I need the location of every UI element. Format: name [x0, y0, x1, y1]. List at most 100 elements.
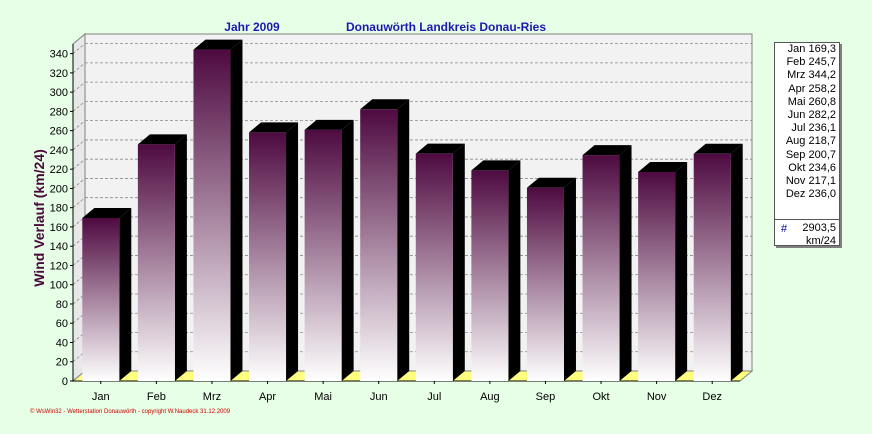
- x-tick-label: Sep: [536, 391, 556, 403]
- legend-item: Nov 217,1: [785, 174, 836, 187]
- bar-top: [526, 177, 576, 188]
- grid-line-side: [72, 62, 86, 74]
- legend-item: Okt 234,6: [788, 161, 836, 174]
- bar-side: [341, 119, 354, 382]
- footer-copyright: © WsWin32 - Wetterstation Donauwörth - c…: [30, 408, 231, 415]
- bar-front: [415, 153, 453, 381]
- bar-front: [693, 153, 731, 381]
- bar: [526, 177, 576, 381]
- y-tick-label: 140: [50, 241, 68, 253]
- x-tick-label: Feb: [147, 391, 166, 403]
- x-tick-label: Nov: [647, 391, 667, 403]
- bar-front: [193, 49, 231, 382]
- bar-side: [230, 39, 243, 382]
- bar: [693, 143, 743, 381]
- y-tick-label: 320: [50, 68, 68, 80]
- bar-top: [693, 143, 743, 154]
- chart-year-title: Jahr 2009: [224, 20, 280, 34]
- grid-line-side: [72, 178, 86, 189]
- bar-side: [730, 143, 743, 381]
- y-tick-label: 260: [50, 126, 68, 138]
- bar-front: [304, 129, 342, 381]
- bar-side: [174, 134, 187, 381]
- bar-top: [471, 160, 521, 171]
- y-tick-label: 80: [56, 299, 68, 311]
- bar: [582, 145, 632, 381]
- bar-front: [582, 155, 620, 381]
- y-axis: 0 20 40 60 80 100 120 140 160 180 200 220 240 260 280 3…: [50, 44, 740, 388]
- legend-total-unit: km/24: [806, 235, 836, 247]
- grid-line-side: [72, 216, 86, 228]
- bar-front: [638, 171, 676, 381]
- y-tick-label: 40: [56, 337, 68, 349]
- x-axis-labels: Jan Feb Mrz Apr Mai Jun Jul Aug Sep Okt Nov Dez: [92, 381, 722, 403]
- bar: [415, 143, 465, 381]
- legend-total-hash: #: [781, 223, 788, 235]
- y-tick-label: 200: [50, 183, 68, 195]
- grid-line-side: [72, 139, 86, 151]
- bar-front: [526, 187, 564, 381]
- grid-line-side: [72, 351, 86, 363]
- bar-front: [249, 132, 287, 381]
- bar-front: [137, 144, 175, 381]
- grid-line-side: [72, 197, 86, 208]
- x-tick-label: Apr: [259, 391, 276, 403]
- grid-line-side: [72, 255, 86, 266]
- chart-location-title: Donauwörth Landkreis Donau-Ries: [346, 20, 546, 34]
- bar-side: [397, 99, 410, 382]
- x-tick-label: Jul: [427, 391, 441, 403]
- legend-rows: Jan 169,3 Feb 245,7 Mrz 344,2 Apr 258,2 Mai …: [775, 43, 839, 201]
- grid-line-side: [72, 312, 86, 324]
- legend-item: Dez 236,0: [785, 188, 836, 201]
- y-tick-label: 280: [50, 106, 68, 118]
- legend-item: Mrz 344,2: [787, 69, 836, 82]
- y-tick-label: 180: [50, 203, 68, 215]
- legend-item: Mai 260,8: [787, 95, 836, 108]
- y-tick-label: 220: [50, 164, 68, 176]
- y-tick-label: 120: [50, 260, 68, 272]
- y-tick-label: 340: [50, 49, 68, 61]
- grid-line-side: [72, 158, 86, 170]
- bar-side: [119, 207, 132, 381]
- bar: [471, 160, 521, 381]
- bar-side: [286, 122, 299, 381]
- bar-side: [563, 177, 576, 381]
- legend-total-value: 2903,5: [802, 222, 836, 234]
- bar: [82, 207, 132, 381]
- y-tick-label: 160: [50, 222, 68, 234]
- x-tick-label: Mai: [314, 391, 332, 403]
- y-tick-label: 300: [50, 87, 68, 99]
- grid-line-side: [72, 293, 86, 305]
- legend-item: Feb 245,7: [786, 56, 836, 69]
- bar-top: [360, 99, 410, 110]
- grid-line-side: [72, 101, 86, 112]
- bar-side: [452, 143, 465, 381]
- bar-top: [415, 143, 465, 154]
- bar-front: [360, 109, 398, 382]
- grid-line-side: [72, 235, 86, 247]
- grid-line-side: [72, 43, 86, 54]
- bar-top: [304, 119, 354, 130]
- legend-item: Jan 169,3: [787, 43, 836, 55]
- x-tick-label: Mrz: [203, 391, 221, 403]
- y-tick-label: 60: [56, 318, 68, 330]
- legend-total: # 2903,5 km/24: [775, 219, 839, 247]
- bar-front: [82, 217, 120, 381]
- x-tick-label: Dez: [702, 391, 722, 403]
- bar: [193, 39, 243, 382]
- legend-item: Apr 258,2: [788, 82, 836, 95]
- bar-top: [638, 161, 688, 172]
- grid-line-side: [72, 332, 86, 343]
- legend-panel: Jan 169,3 Feb 245,7 Mrz 344,2 Apr 258,2 Mai …: [774, 42, 840, 247]
- bar-top: [582, 145, 632, 156]
- grid-line-side: [72, 120, 86, 131]
- x-tick-label: Okt: [592, 391, 609, 403]
- x-tick-label: Aug: [480, 391, 500, 403]
- grid-line-side: [72, 274, 86, 286]
- bar: [360, 99, 410, 382]
- bar: [137, 134, 187, 381]
- y-tick-label: 100: [50, 280, 68, 292]
- y-tick-label: 0: [62, 376, 68, 388]
- bar-top: [82, 207, 132, 218]
